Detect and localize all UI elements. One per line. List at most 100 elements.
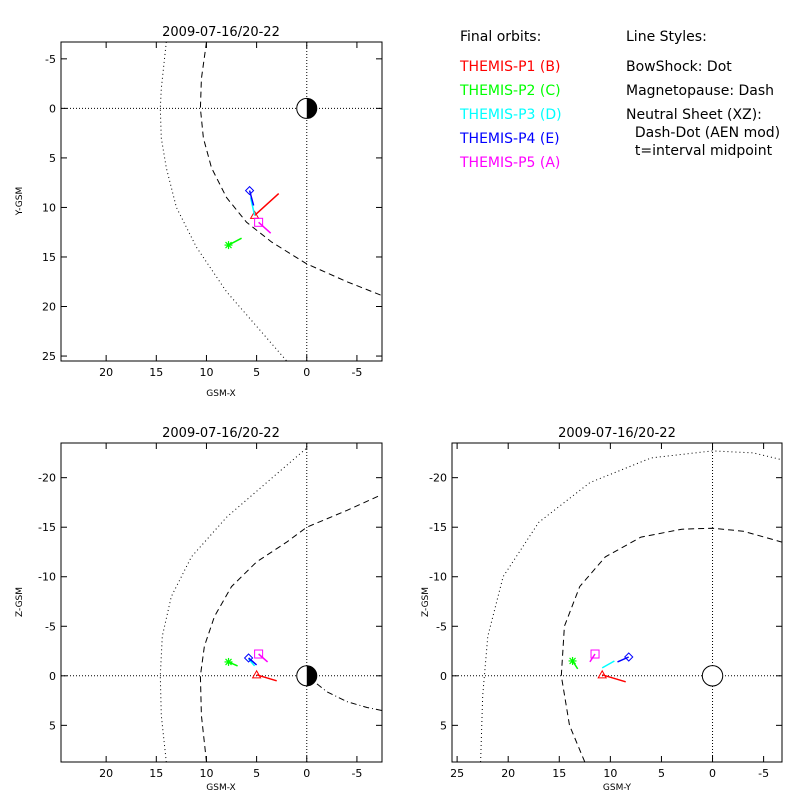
x-tick-label: 10 [199,767,213,780]
magnetopause-line [199,42,382,297]
triangle-marker [251,669,262,679]
legend-style-midpoint: t=interval midpoint [626,143,773,159]
plot-frame [60,442,383,763]
legend-orbit-p3: THEMIS-P3 (D) [459,107,562,123]
star-stroke [569,657,576,665]
orbit-track-p2 [228,661,238,667]
orbit-track-p1 [254,193,280,216]
y-tick-label: 0 [440,670,447,683]
y-tick-label: 20 [42,301,56,314]
star-marker [568,656,577,665]
y-tick-label: 10 [42,201,56,214]
earth-night-side [306,98,317,119]
orbit-track-p4 [617,656,630,663]
diamond-marker [243,653,254,663]
x-tick-label: 15 [149,366,163,379]
x-tick-label: 10 [199,366,213,379]
x-tick-label: 20 [501,767,515,780]
earth-icon [701,665,724,687]
chart-title: 2009-07-16/20-22 [162,426,280,441]
y-tick-label: 5 [49,152,56,165]
x-tick-label: 5 [253,767,260,780]
diamond-marker [624,652,634,662]
orbit-track-p2 [228,237,242,246]
earth-night-side [306,665,317,686]
legend-styles-header: Line Styles: [626,29,707,45]
legend-orbits-header: Final orbits: [460,29,541,45]
panel-yz: 2009-07-16/20-22 GSM-Y Z-GSM 25 20 15 10 5 0 -… [421,426,783,793]
orbit-track-p3 [601,660,615,669]
x-tick-label: 20 [99,767,113,780]
orbit-track-p3 [248,658,256,667]
x-tick-label: 20 [99,366,113,379]
star-marker [224,657,233,666]
diamond-marker [244,185,255,196]
star-marker [224,241,233,250]
legend-style-magnetopause: Magnetopause: Dash [626,83,774,99]
y-tick-label: 5 [49,719,56,732]
orbit-track-p4 [248,190,255,206]
y-tick-label: -10 [38,571,56,584]
x-tick-label: 0 [709,767,716,780]
y-tick-label: -20 [38,472,56,485]
plot-frame [60,41,383,362]
plot-area [61,42,382,361]
y-tick-label: 15 [42,251,56,264]
orbit-track-p1 [601,674,626,683]
chart-title: 2009-07-16/20-22 [558,426,676,441]
y-axis-label: Y-GSM [15,187,25,216]
y-tick-label: -5 [436,620,447,633]
square-marker [254,217,264,227]
x-tick-label: -5 [758,767,769,780]
y-axis-label: Z-GSM [15,587,25,617]
x-axis-label: GSM-Y [603,783,632,793]
bow-shock-line [480,450,782,762]
x-tick-label: 15 [552,767,566,780]
y-tick-label: 5 [440,719,447,732]
orbit-track-p4 [248,657,258,666]
x-tick-label: 15 [149,767,163,780]
star-stroke [225,658,232,666]
y-tick-label: -5 [45,620,56,633]
y-tick-label: -15 [429,521,447,534]
y-tick-label: 25 [42,350,56,363]
y-tick-label: 0 [49,102,56,115]
legend-style-neutral-sheet: Neutral Sheet (XZ): [626,107,762,123]
magnetopause-line [199,494,382,762]
star-stroke [225,241,232,249]
legend-orbit-p2: THEMIS-P2 (C) [459,83,561,99]
chart-title: 2009-07-16/20-22 [162,25,280,40]
orbit-track-p3 [249,197,256,216]
x-axis-label: GSM-X [206,783,235,793]
plot-area [452,443,782,762]
triangle-marker [597,669,608,679]
magnetopause-line [560,527,782,762]
bow-shock-line [159,42,288,361]
x-tick-label: -5 [351,366,362,379]
x-axis-label: GSM-X [206,389,235,399]
y-axis-label: Z-GSM [421,587,431,617]
x-tick-label: 25 [450,767,464,780]
legend: Final orbits: THEMIS-P1 (B) THEMIS-P2 (C… [459,29,780,171]
square-marker [590,649,600,659]
x-tick-label: 0 [303,366,310,379]
y-tick-label: -20 [429,472,447,485]
plot-frame [451,442,783,763]
x-tick-label: -5 [351,767,362,780]
x-tick-label: 10 [603,767,617,780]
y-tick-label: 0 [49,670,56,683]
plot-area [61,443,382,762]
legend-style-dash-dot: Dash-Dot (AEN mod) [626,125,780,141]
x-tick-label: 0 [303,767,310,780]
panel-xy: 2009-07-16/20-22 GSM-X Y-GSM 20 15 10 5 0 -5 -… [15,25,383,399]
orbit-track-p5 [258,221,272,234]
neutral-sheet-line [306,675,382,711]
y-tick-label: -15 [38,521,56,534]
square-marker [254,649,264,659]
y-tick-label: -10 [429,571,447,584]
bow-shock-line [159,447,308,762]
legend-orbit-p5: THEMIS-P5 (A) [459,155,560,171]
x-tick-label: 5 [658,767,665,780]
